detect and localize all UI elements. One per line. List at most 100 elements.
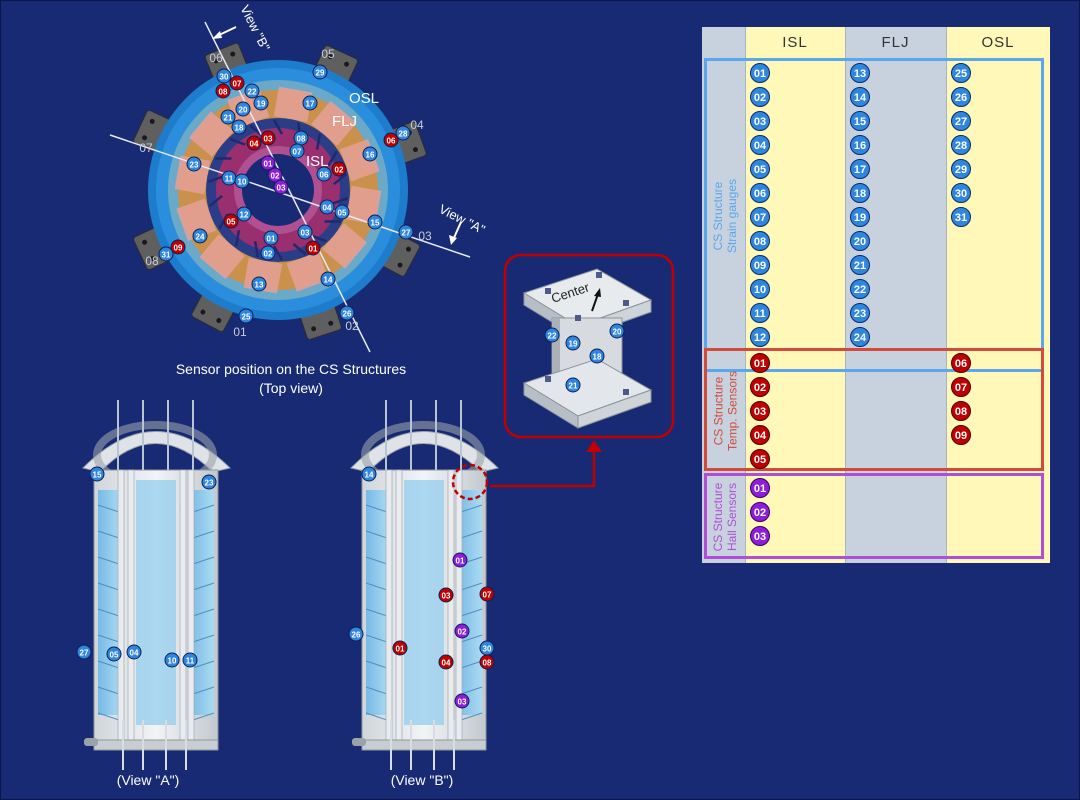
view-a-arrow: [452, 221, 462, 241]
table-sensor-badge: 02: [750, 87, 770, 107]
sensor-group: CS Structure Hall Sensors 01 02 03: [704, 473, 1044, 559]
svg-text:23: 23: [205, 478, 214, 487]
svg-text:05: 05: [227, 217, 236, 226]
table-sensor-badge: 08: [951, 401, 971, 421]
detail-badge: 22: [544, 327, 560, 343]
tie-rod: [327, 150, 338, 167]
svg-text:03: 03: [458, 697, 467, 706]
hall-sensor-badge: 01: [260, 155, 276, 171]
top-view-caption-line2: (Top view): [259, 380, 323, 396]
flj-pad: [311, 100, 357, 146]
strain-gauge-badge: 18: [231, 119, 247, 135]
strain-gauge-badge: 10: [234, 173, 250, 189]
svg-text:23: 23: [190, 160, 199, 169]
strain-gauge-badge: 03: [297, 224, 313, 240]
svg-text:01: 01: [396, 644, 405, 653]
tie-rod: [207, 175, 224, 183]
strain-gauge-badge: 27: [398, 224, 414, 240]
sector-number: 04: [410, 118, 424, 132]
flj-pads: [174, 86, 382, 294]
strain-gauge-badge: 23: [186, 156, 202, 172]
svg-text:11: 11: [225, 174, 234, 183]
osl-label: OSL: [349, 90, 379, 107]
tie-rod: [272, 119, 284, 135]
header-osl: OSL: [981, 34, 1015, 51]
svg-text:08: 08: [483, 658, 492, 667]
temp-sensor-badge: 07: [229, 75, 245, 91]
table-sensor-badge: 17: [850, 159, 870, 179]
strain-gauge-badge: 02: [260, 245, 276, 261]
view-b-badge: 01: [392, 640, 408, 656]
view-b-badge: 02: [454, 623, 470, 639]
sector-number: 06: [209, 51, 223, 65]
strain-gauge-badge: 15: [367, 214, 383, 230]
table-sensor-badge: 31: [951, 207, 971, 227]
flj-pad: [273, 86, 313, 123]
detail-frame: [503, 253, 675, 439]
tie-rod: [253, 241, 260, 258]
table-sensor-badge: 19: [850, 207, 870, 227]
flj-pad: [345, 185, 382, 225]
svg-text:13: 13: [255, 280, 264, 289]
table-sensor-badge: 06: [750, 183, 770, 203]
table-sensor-badge: 16: [850, 135, 870, 155]
temp-sensor-badge: 04: [246, 135, 262, 151]
svg-text:10: 10: [168, 656, 177, 665]
strain-gauge-badge: 05: [334, 204, 350, 220]
group-label-line2: Strain gauges: [725, 178, 739, 254]
top-view-diagram: View "B" View "A" OSL FLJ ISL 01 02 03 04 05…: [109, 3, 488, 396]
strain-gauge-badge: 06: [316, 166, 332, 182]
svg-text:02: 02: [335, 165, 344, 174]
strain-gauge-badge: 04: [319, 199, 335, 215]
svg-text:05: 05: [338, 208, 347, 217]
hall-sensor-badge: 03: [273, 179, 289, 195]
svg-text:10: 10: [238, 177, 247, 186]
svg-text:02: 02: [264, 249, 273, 258]
svg-text:27: 27: [402, 228, 411, 237]
table-sensor-badge: 07: [951, 377, 971, 397]
view-a-drawing: 15 23 27 05 04 10 11: [76, 400, 232, 770]
table-sensor-badge: 09: [750, 255, 770, 275]
svg-text:04: 04: [323, 203, 332, 212]
view-b-badge: 30: [479, 640, 495, 656]
svg-text:19: 19: [257, 99, 266, 108]
table-sensor-badge: 25: [951, 63, 971, 83]
svg-text:03: 03: [277, 183, 286, 192]
header-isl: ISL: [782, 34, 808, 51]
svg-text:01: 01: [309, 244, 318, 253]
temp-sensor-badge: 01: [305, 240, 321, 256]
tie-rod: [215, 157, 232, 160]
view-b-label: View "B": [237, 3, 273, 54]
sensor-group-label: CS Structure Temp. Sensors: [711, 354, 739, 467]
svg-text:16: 16: [366, 150, 375, 159]
table-sensor-badge: 20: [850, 231, 870, 251]
svg-text:02: 02: [458, 627, 467, 636]
strain-gauge-badge: 25: [238, 308, 254, 324]
sector-number: 01: [233, 325, 247, 339]
svg-text:06: 06: [320, 170, 329, 179]
view-b-badge: 08: [479, 654, 495, 670]
table-sensor-badge: 07: [750, 207, 770, 227]
view-b-badge: 01: [452, 552, 468, 568]
view-a-badge: 05: [106, 646, 122, 662]
view-a-badge: 15: [89, 466, 105, 482]
strain-gauge-badge: 26: [339, 305, 355, 321]
strain-gauge-badge: 14: [320, 271, 336, 287]
table-sensor-badge: 21: [850, 255, 870, 275]
svg-text:15: 15: [93, 470, 102, 479]
view-b-badge: 04: [438, 654, 454, 670]
view-b-badge: 14: [361, 466, 377, 482]
svg-text:11: 11: [186, 656, 195, 665]
table-sensor-badge: 05: [750, 449, 770, 469]
strain-gauge-badge: 01: [263, 230, 279, 246]
strain-gauge-badge: 31: [158, 246, 174, 262]
flj-pad: [286, 251, 329, 292]
svg-text:20: 20: [239, 105, 248, 114]
sector-number: 03: [418, 229, 432, 243]
table-sensor-badge: 12: [750, 327, 770, 347]
sector-number: 07: [139, 141, 153, 155]
detail-badges: 22 20 19 18 21: [544, 323, 625, 393]
tie-rod: [333, 172, 348, 186]
table-sensor-badge: 30: [951, 183, 971, 203]
group-label-line1: CS Structure: [711, 376, 725, 445]
